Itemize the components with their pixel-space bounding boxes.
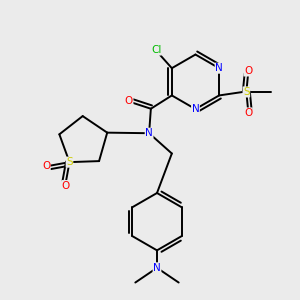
Text: N: N — [192, 104, 199, 114]
Text: N: N — [215, 63, 223, 73]
Text: O: O — [244, 66, 252, 76]
Text: S: S — [66, 157, 73, 167]
Text: N: N — [153, 263, 161, 273]
Text: Cl: Cl — [151, 45, 161, 55]
Text: O: O — [42, 160, 50, 171]
Text: S: S — [243, 87, 250, 97]
Text: O: O — [125, 96, 133, 106]
Text: N: N — [145, 128, 153, 138]
Text: O: O — [62, 181, 70, 190]
Text: O: O — [244, 108, 252, 118]
